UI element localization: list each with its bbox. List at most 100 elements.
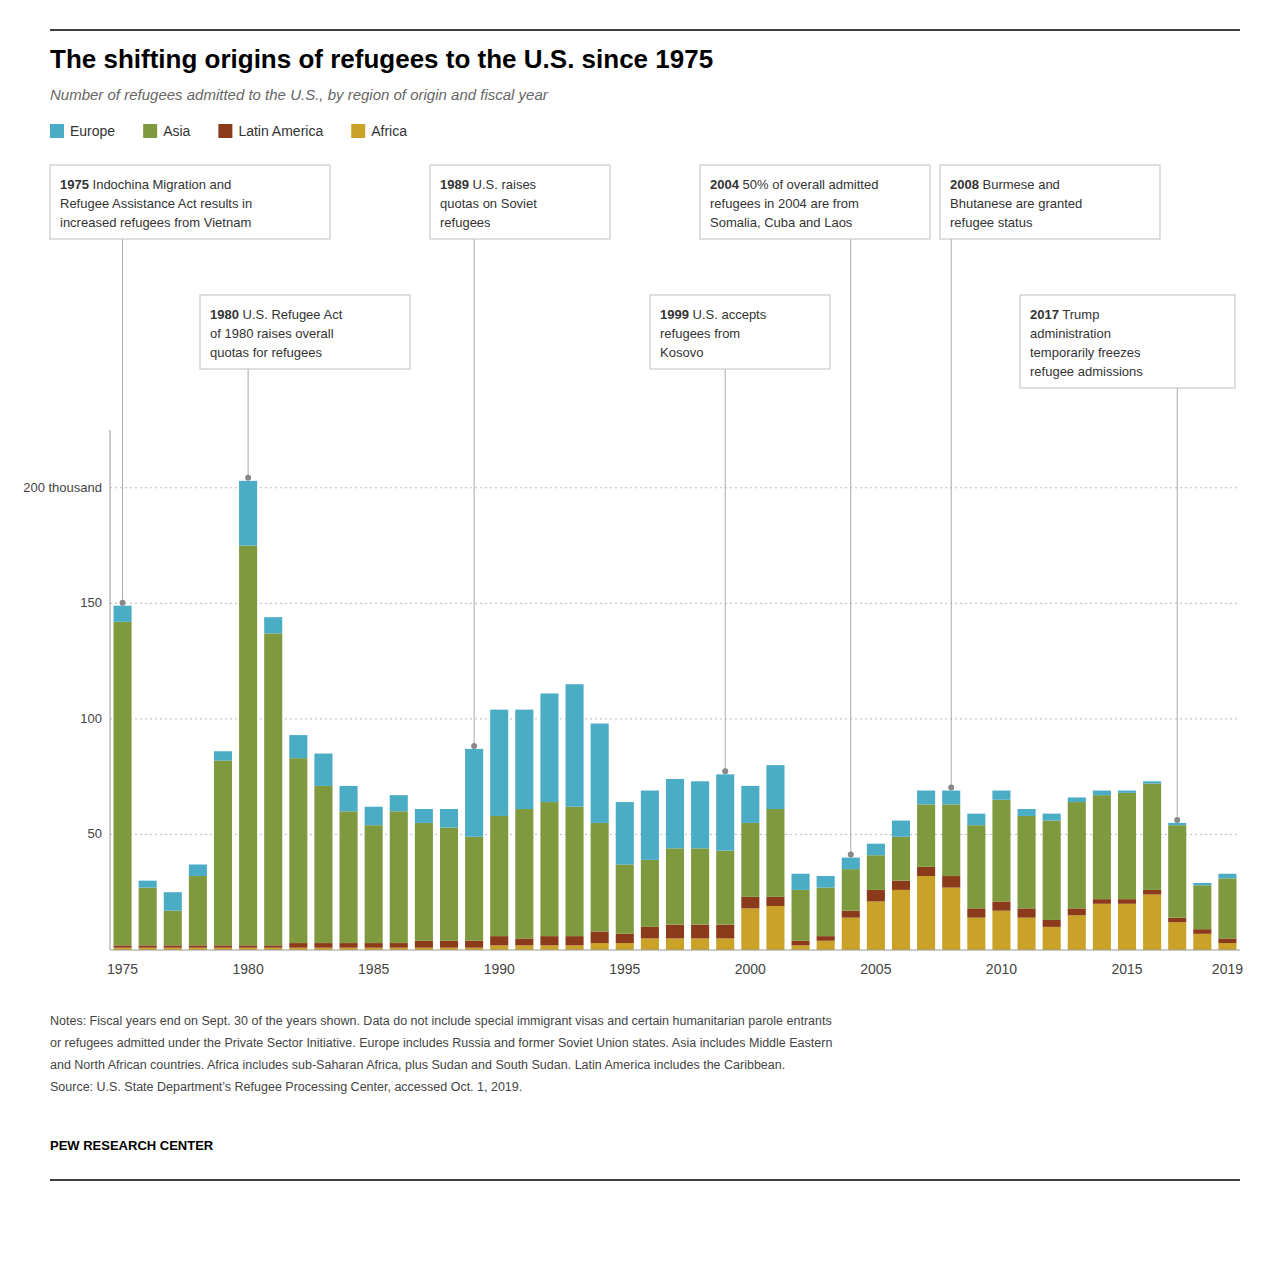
- bar-segment: [1093, 791, 1111, 796]
- x-axis-line: [110, 950, 1240, 951]
- x-tick-label: 2005: [860, 961, 891, 977]
- bar-segment: [114, 622, 132, 946]
- bar-segment: [691, 781, 709, 848]
- bar-segment: [490, 936, 508, 945]
- bar-segment: [189, 876, 207, 945]
- bar-segment: [164, 892, 182, 910]
- bar-segment: [289, 735, 307, 758]
- bar-segment: [792, 874, 810, 890]
- bar-segment: [1093, 795, 1111, 899]
- connector: [122, 239, 123, 603]
- annotation-year: 1999: [660, 307, 689, 322]
- bar-segment: [1068, 802, 1086, 908]
- bar-segment: [691, 848, 709, 924]
- bar-segment: [540, 693, 558, 802]
- note: and North African countries. Africa incl…: [50, 1058, 785, 1072]
- connector-dot: [848, 852, 854, 858]
- bar-segment: [616, 802, 634, 864]
- bar-segment: [792, 890, 810, 941]
- bar-segment: [716, 851, 734, 925]
- bar-segment: [641, 927, 659, 939]
- bar-segment: [1193, 885, 1211, 929]
- legend-label: Latin America: [238, 123, 323, 139]
- bar-segment: [817, 936, 835, 941]
- subtitle: Number of refugees admitted to the U.S.,…: [50, 86, 549, 103]
- bar-segment: [189, 864, 207, 876]
- bar-segment: [817, 876, 835, 888]
- annotation: 1999 U.S. acceptsrefugees fromKosovo: [650, 295, 830, 369]
- annotation-year: 2017: [1030, 307, 1059, 322]
- bar-segment: [540, 945, 558, 950]
- bar-segment: [967, 814, 985, 826]
- x-tick-label: 2010: [986, 961, 1017, 977]
- legend-swatch: [50, 124, 64, 138]
- bar-segment: [691, 925, 709, 939]
- bar-segment: [616, 943, 634, 950]
- bar-segment: [716, 925, 734, 939]
- bar-segment: [792, 941, 810, 946]
- bar-segment: [691, 938, 709, 950]
- bar-segment: [566, 684, 584, 806]
- bar-segment: [591, 823, 609, 932]
- bar-segment: [239, 546, 257, 946]
- x-tick-label: 1985: [358, 961, 389, 977]
- bar-segment: [942, 804, 960, 876]
- bar-segment: [1218, 938, 1236, 943]
- y-tick-label: 200 thousand: [23, 480, 102, 495]
- x-axis: 1975198019851990199520002005201020152019: [107, 950, 1243, 977]
- bar-segment: [490, 710, 508, 816]
- bar-segment: [264, 633, 282, 945]
- bar-segment: [716, 774, 734, 850]
- annotation: 2008 Burmese andBhutanese are grantedref…: [940, 165, 1160, 239]
- annotation-line: quotas for refugees: [210, 345, 323, 360]
- bar-segment: [867, 855, 885, 890]
- bar-segment: [566, 807, 584, 936]
- annotation-line: Kosovo: [660, 345, 703, 360]
- bar-segment: [641, 791, 659, 860]
- bar-segment: [741, 823, 759, 897]
- annotation-line: Somalia, Cuba and Laos: [710, 215, 853, 230]
- y-tick-label: 150: [80, 595, 102, 610]
- connector-dot: [471, 743, 477, 749]
- annotation-box: [650, 295, 830, 369]
- annotation-line: refugee admissions: [1030, 364, 1143, 379]
- connector: [850, 239, 851, 855]
- annotation-line: of 1980 raises overall: [210, 326, 334, 341]
- y-tick-label: 50: [88, 826, 102, 841]
- bar-segment: [1118, 791, 1136, 793]
- x-tick-label: 1980: [233, 961, 264, 977]
- bar-segment: [641, 860, 659, 927]
- bar-segment: [842, 858, 860, 870]
- bar-segment: [415, 941, 433, 948]
- bar-segment: [892, 837, 910, 881]
- bar-segment: [792, 945, 810, 950]
- connector: [1177, 388, 1178, 820]
- bar-segment: [566, 945, 584, 950]
- bar-segment: [967, 918, 985, 950]
- bar-segment: [1143, 784, 1161, 890]
- bar-segment: [515, 938, 533, 945]
- annotation-line: quotas on Soviet: [440, 196, 537, 211]
- x-tick-label: 2019: [1212, 961, 1243, 977]
- bar-segment: [490, 945, 508, 950]
- connector-dot: [120, 600, 126, 606]
- bar-segment: [1018, 918, 1036, 950]
- annotation-line: U.S. Refugee Act: [239, 307, 343, 322]
- annotation: 1980 U.S. Refugee Actof 1980 raises over…: [200, 295, 410, 369]
- x-tick-label: 1975: [107, 961, 138, 977]
- bar-segment: [1168, 918, 1186, 923]
- annotation-box: [1020, 295, 1235, 388]
- bar-segment: [741, 897, 759, 909]
- bar-segment: [616, 934, 634, 943]
- bar-segment: [992, 911, 1010, 950]
- x-tick-label: 2000: [735, 961, 766, 977]
- grid-line: [110, 487, 1240, 488]
- bar-segment: [1193, 934, 1211, 950]
- connector-dot: [948, 785, 954, 791]
- annotation: 2004 50% of overall admittedrefugees in …: [700, 165, 930, 239]
- bar-segment: [1068, 915, 1086, 950]
- y-axis-line: [110, 430, 111, 950]
- annotation-line: Indochina Migration and: [89, 177, 231, 192]
- bar-segment: [917, 791, 935, 805]
- annotation-line: temporarily freezes: [1030, 345, 1141, 360]
